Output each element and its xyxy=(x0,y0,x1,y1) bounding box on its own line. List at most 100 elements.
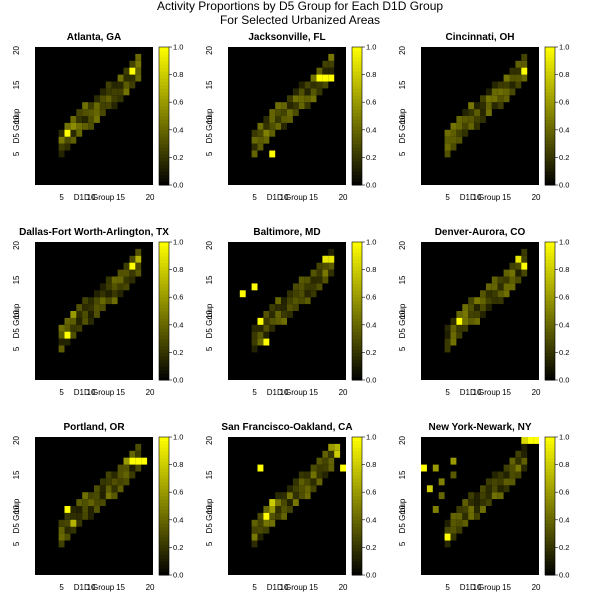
band-cell xyxy=(515,276,522,284)
band-cell xyxy=(64,519,71,527)
band-cell xyxy=(275,109,282,116)
band-cell xyxy=(491,81,498,89)
y-axis-label: D5 Group xyxy=(12,108,21,143)
band-cell xyxy=(298,95,305,103)
band-cell xyxy=(105,95,112,103)
colorbar-step xyxy=(352,488,362,493)
band-cell xyxy=(316,67,323,75)
band-cell xyxy=(298,276,305,284)
colorbar-step xyxy=(545,57,555,62)
band-cell xyxy=(444,345,451,353)
band-cell xyxy=(58,345,65,353)
band-cell xyxy=(322,464,329,472)
band-cell xyxy=(64,122,71,130)
colorbar-step xyxy=(159,376,169,381)
colorbar-step xyxy=(159,366,169,371)
band-cell xyxy=(111,283,118,291)
colorbar-step xyxy=(545,362,555,367)
band-cell xyxy=(462,512,469,520)
band-cell xyxy=(275,492,282,500)
panel-title: Jacksonville, FL xyxy=(248,32,325,43)
band-cell xyxy=(129,471,136,479)
colorbar-step xyxy=(159,269,169,274)
heatmap-cell xyxy=(340,464,346,472)
band-cell xyxy=(64,143,71,151)
band-cell xyxy=(111,485,118,493)
band-cell xyxy=(111,95,118,103)
colorbar-step xyxy=(352,64,362,69)
colorbar-step xyxy=(545,450,555,455)
band-cell xyxy=(444,526,451,534)
band-cell xyxy=(88,116,94,123)
band-cell xyxy=(82,122,89,130)
band-cell xyxy=(281,506,287,513)
colorbar-step xyxy=(545,88,555,93)
colorbar-tick-label: 0.2 xyxy=(559,153,569,162)
band-cell xyxy=(515,471,522,479)
band-cell xyxy=(76,506,83,513)
band-cell xyxy=(269,122,276,130)
band-cell xyxy=(117,478,124,486)
band-cell xyxy=(509,283,516,291)
band-cell xyxy=(58,324,65,332)
band-cell xyxy=(491,102,498,110)
colorbar-step xyxy=(159,252,169,257)
colorbar-step xyxy=(545,252,555,257)
band-cell xyxy=(450,136,457,144)
colorbar-tick-label: 1.0 xyxy=(173,43,183,52)
colorbar-step xyxy=(545,81,555,86)
colorbar-step xyxy=(159,437,169,441)
panel-title: Portland, OR xyxy=(63,422,125,433)
heatmap-cell xyxy=(515,255,522,263)
colorbar-step xyxy=(545,557,555,562)
heatmap-cell xyxy=(64,129,71,137)
heatmap-cell xyxy=(438,492,445,500)
band-cell xyxy=(485,102,492,110)
colorbar-step xyxy=(159,122,169,127)
colorbar-step xyxy=(159,488,169,493)
colorbar-step xyxy=(352,447,362,452)
colorbar-tick-label: 0.0 xyxy=(559,181,569,190)
band-cell xyxy=(521,248,528,256)
band-cell xyxy=(328,269,335,277)
band-cell xyxy=(456,519,463,527)
band-cell xyxy=(263,116,270,123)
colorbar-step xyxy=(352,109,362,114)
colorbar-step xyxy=(352,454,362,459)
band-cell xyxy=(474,506,480,513)
colorbar-step xyxy=(159,140,169,145)
band-cell xyxy=(117,81,124,89)
band-cell xyxy=(515,464,522,472)
colorbar-step xyxy=(159,324,169,329)
colorbar-step xyxy=(545,174,555,179)
band-cell xyxy=(269,512,276,520)
band-cell xyxy=(304,297,311,305)
colorbar-step xyxy=(159,338,169,343)
band-cell xyxy=(269,317,276,325)
band-cell xyxy=(105,102,112,110)
band-cell xyxy=(64,533,71,541)
colorbar-step xyxy=(545,259,555,264)
band-cell xyxy=(316,464,323,472)
colorbar-step xyxy=(545,304,555,309)
band-cell xyxy=(88,311,94,318)
colorbar-tick-label: 1.0 xyxy=(366,43,376,52)
colorbar-tick-label: 0.6 xyxy=(559,488,569,497)
colorbar-step xyxy=(159,84,169,89)
band-cell xyxy=(468,122,475,130)
band-cell xyxy=(99,290,106,298)
colorbar-step xyxy=(159,317,169,322)
band-cell xyxy=(485,485,492,493)
band-cell xyxy=(456,526,463,534)
colorbar-step xyxy=(352,523,362,528)
band-cell xyxy=(281,304,287,311)
heatmap-cell xyxy=(328,443,335,451)
colorbar-step xyxy=(159,550,169,555)
colorbar-step xyxy=(159,464,169,469)
band-cell xyxy=(310,283,317,291)
band-cell xyxy=(70,331,77,339)
x-axis-label: D1D Group xyxy=(267,193,308,202)
colorbar-tick-label: 1.0 xyxy=(559,43,569,52)
band-cell xyxy=(117,471,124,479)
band-cell xyxy=(474,122,480,130)
